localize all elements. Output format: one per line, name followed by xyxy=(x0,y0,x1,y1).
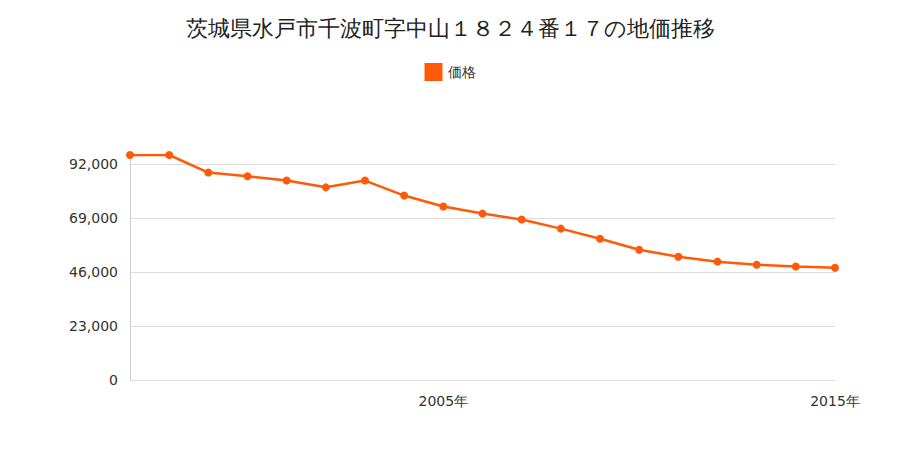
svg-text:23,000: 23,000 xyxy=(69,318,118,334)
svg-text:価格: 価格 xyxy=(448,64,476,80)
svg-text:0: 0 xyxy=(109,372,118,388)
svg-text:69,000: 69,000 xyxy=(69,210,118,226)
svg-text:茨城県水戸市千波町字中山１８２４番１７の地価推移: 茨城県水戸市千波町字中山１８２４番１７の地価推移 xyxy=(186,16,715,41)
svg-text:92,000: 92,000 xyxy=(69,156,118,172)
svg-text:46,000: 46,000 xyxy=(69,264,118,280)
svg-text:2015年: 2015年 xyxy=(810,393,860,409)
svg-text:2005年: 2005年 xyxy=(419,393,469,409)
